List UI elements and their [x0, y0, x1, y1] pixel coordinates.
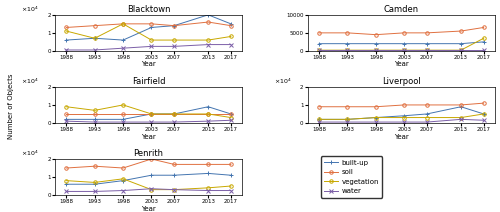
- X-axis label: Year: Year: [394, 61, 409, 67]
- X-axis label: Year: Year: [394, 134, 409, 139]
- Text: $\times 10^4$: $\times 10^4$: [22, 5, 39, 14]
- Text: $\times 10^4$: $\times 10^4$: [22, 149, 39, 158]
- Text: Number of Objects: Number of Objects: [8, 73, 14, 139]
- Text: $\times 10^4$: $\times 10^4$: [22, 77, 39, 86]
- Legend: built-up, soil, vegetation, water: built-up, soil, vegetation, water: [320, 156, 382, 198]
- Text: $\times 10^4$: $\times 10^4$: [274, 77, 292, 86]
- Title: Liverpool: Liverpool: [382, 77, 421, 86]
- Title: Fairfield: Fairfield: [132, 77, 166, 86]
- X-axis label: Year: Year: [141, 61, 156, 67]
- Title: Blacktown: Blacktown: [127, 5, 170, 14]
- Title: Penrith: Penrith: [134, 149, 164, 158]
- X-axis label: Year: Year: [141, 206, 156, 212]
- X-axis label: Year: Year: [141, 134, 156, 139]
- Title: Camden: Camden: [384, 5, 419, 14]
